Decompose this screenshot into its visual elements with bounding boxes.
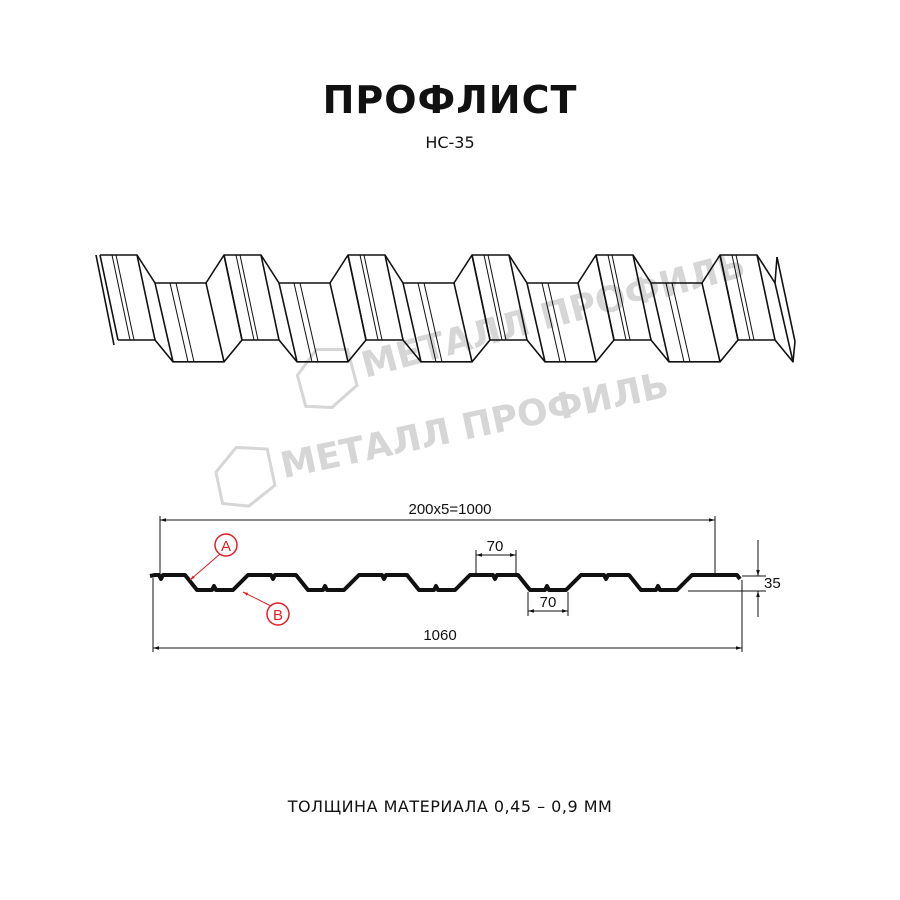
profile-front-edge <box>118 339 796 363</box>
dim-crest-width: 70 <box>487 538 504 555</box>
profile-fold-line <box>595 254 615 341</box>
profile-rib-line <box>359 254 379 341</box>
profile-rib-line <box>239 254 259 341</box>
profile-back-edge <box>100 254 778 284</box>
profile-fold-line <box>347 254 367 341</box>
callout-a: A <box>189 533 238 581</box>
dim-total-width: 1060 <box>423 627 456 644</box>
logo-icon <box>214 445 277 508</box>
profile-rib-line <box>611 254 631 341</box>
section-profile-line <box>149 573 742 592</box>
profile-rib-line <box>115 254 135 341</box>
profile-fold-line <box>650 282 670 363</box>
profile-rib-line <box>731 254 751 341</box>
profile-rib-line <box>483 254 503 341</box>
callout-b: B <box>242 591 290 626</box>
watermark-text: МЕТАЛЛ ПРОФИЛЬ <box>277 365 672 487</box>
dim-height: 35 <box>764 575 781 592</box>
profile-fold-line <box>205 282 225 363</box>
page-title: ПРОФЛИСТ <box>322 78 578 122</box>
profile-rib-line <box>423 282 443 362</box>
profile-fold-line <box>526 282 546 363</box>
callout-b-label: B <box>273 607 283 624</box>
profile-fold-line <box>701 282 721 363</box>
profile-fold-line <box>632 254 652 341</box>
dim-trough-width: 70 <box>540 594 557 611</box>
profile-rib-line <box>541 282 561 362</box>
profile-fold-line <box>453 282 473 363</box>
profile-fold-line <box>260 254 280 341</box>
profile-rib-line <box>487 254 507 341</box>
profile-rib-line <box>417 282 437 362</box>
profile-fold-line <box>278 282 298 363</box>
dim-pitch-total: 200x5=1000 <box>409 501 492 518</box>
profile-fold-line <box>774 282 794 363</box>
profile-rib-line <box>671 282 691 362</box>
profile-rib-line <box>175 282 195 362</box>
profile-fold-line <box>719 254 739 341</box>
profile-cross-section <box>149 573 742 592</box>
profile-fold-line <box>223 254 243 341</box>
profile-fold-line <box>776 256 796 342</box>
callout-a-label: A <box>221 538 231 555</box>
profile-rib-line <box>607 254 627 341</box>
profile-rib-line <box>235 254 255 341</box>
profile-left-edge <box>95 254 115 346</box>
profile-rib-line <box>363 254 383 341</box>
profile-fold-line <box>471 254 491 341</box>
watermark-bottom: МЕТАЛЛ ПРОФИЛЬ <box>214 365 672 508</box>
profile-fold-line <box>577 282 597 363</box>
profile-rib-line <box>169 282 189 362</box>
profile-fold-line <box>402 282 422 363</box>
profile-rib-line <box>111 254 131 341</box>
profile-fold-line <box>756 254 776 341</box>
watermark-text: МЕТАЛЛ ПРОФИЛЬ <box>357 245 750 387</box>
profile-3d-view <box>95 254 796 363</box>
profile-fold-line <box>136 254 156 341</box>
profile-fold-line <box>329 282 349 363</box>
material-thickness: ТОЛЩИНА МАТЕРИАЛА 0,45 – 0,9 ММ <box>287 797 613 816</box>
profile-fold-line <box>384 254 404 341</box>
profile-rib-line <box>299 282 319 362</box>
logo-icon <box>295 348 359 410</box>
profile-rib-line <box>665 282 685 362</box>
profile-model: НС-35 <box>425 133 475 152</box>
profile-rib-line <box>547 282 567 362</box>
profile-rib-line <box>293 282 313 362</box>
profile-rib-line <box>735 254 755 341</box>
profile-fold-line <box>154 282 174 363</box>
dimension-lines <box>152 516 766 652</box>
profile-fold-line <box>99 254 119 341</box>
profile-fold-line <box>508 254 528 341</box>
